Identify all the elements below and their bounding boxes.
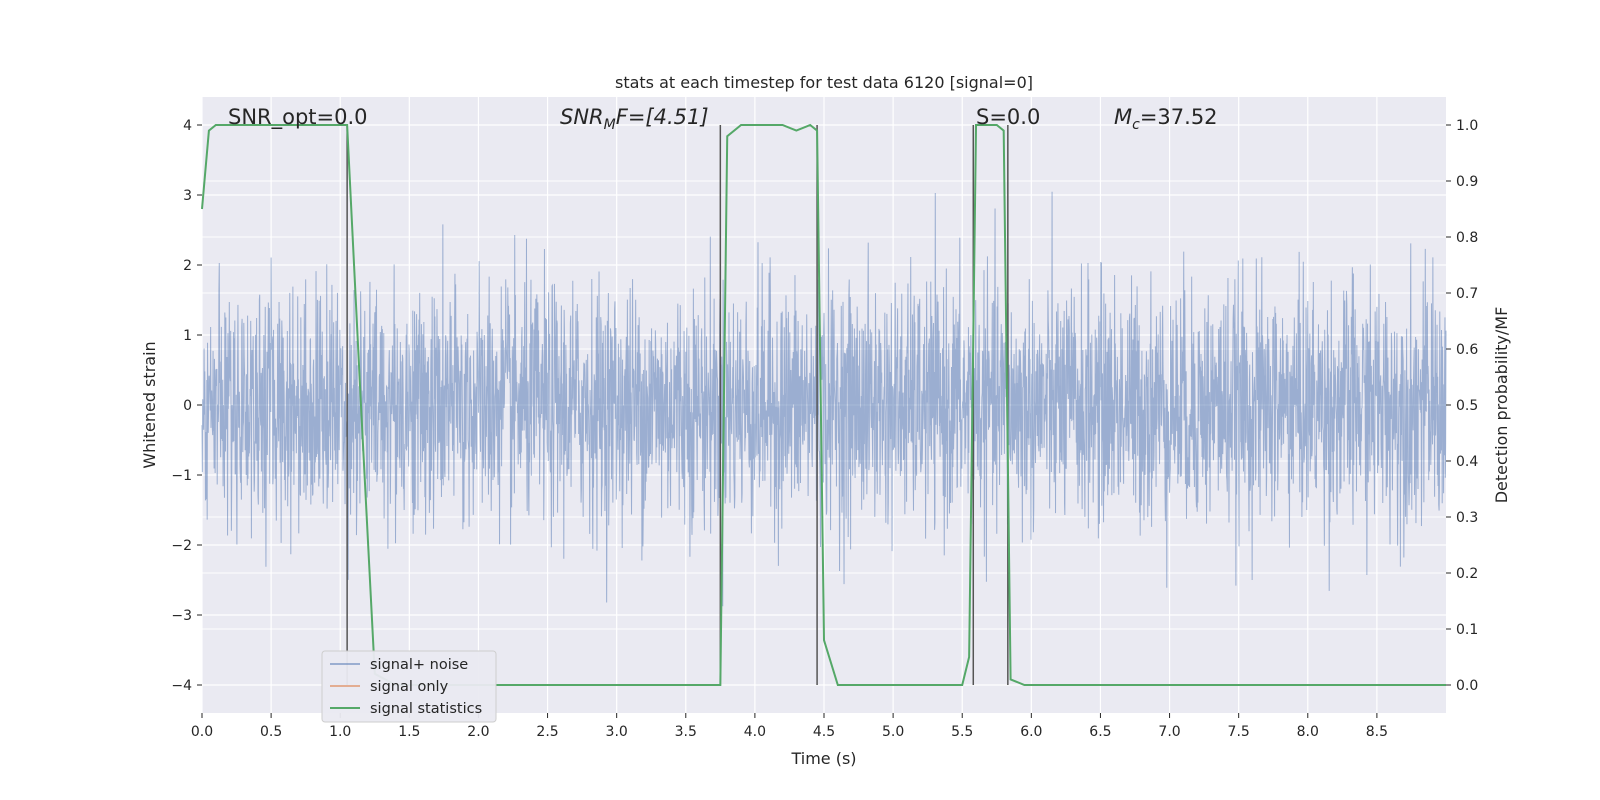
y-right-tick-label-4: 0.4 — [1456, 454, 1478, 470]
y-left-tick-label-8: 4 — [183, 118, 192, 134]
y-axis-label-right: Detection probability/MF — [1492, 307, 1511, 504]
y-axis-label-left: Whitened strain — [140, 341, 159, 468]
x-tick-label-12: 6.0 — [1020, 724, 1042, 740]
y-right-tick-label-3: 0.3 — [1456, 510, 1478, 526]
y-left-tick-label-5: 1 — [183, 328, 192, 344]
x-tick-label-15: 7.5 — [1228, 724, 1250, 740]
signal-statistics-line — [201, 123, 1446, 686]
annotation-s: S=0.0 — [976, 105, 1040, 129]
x-tick-label-1: 0.5 — [260, 724, 282, 740]
y-right-tick-label-1: 0.1 — [1456, 622, 1478, 638]
legend-label-signal-only: signal only — [370, 679, 449, 695]
legend: signal+ noise signal only signal statist… — [321, 650, 497, 723]
x-tick-label-7: 3.5 — [675, 724, 697, 740]
x-tick-label-2: 1.0 — [329, 724, 351, 740]
y-right-tick-label-7: 0.7 — [1456, 286, 1478, 302]
y-left-tick-label-6: 2 — [183, 258, 192, 274]
x-tick-label-9: 4.5 — [813, 724, 835, 740]
x-tick-label-4: 2.0 — [467, 724, 489, 740]
legend-label-signal-statistics: signal statistics — [370, 701, 482, 717]
annotation-snr-opt: SNR_opt=0.0 — [228, 105, 368, 130]
x-tick-label-16: 8.0 — [1297, 724, 1319, 740]
y-right-tick-label-10: 1.0 — [1456, 118, 1478, 134]
x-tick-label-3: 1.5 — [398, 724, 420, 740]
x-tick-label-5: 2.5 — [536, 724, 558, 740]
y-right-tick-label-0: 0.0 — [1456, 678, 1478, 694]
x-tick-label-10: 5.0 — [882, 724, 904, 740]
ticks: 0.0 0.5 1.0 1.5 2.0 2.5 3.0 3.5 4.0 4.5 5.0 5.5 6.0 6… — [171, 118, 1478, 740]
y-left-tick-label-2: −2 — [171, 538, 192, 554]
y-left-tick-label-7: 3 — [183, 188, 192, 204]
annotation-snr-mf: SNRMF=[4.51] — [560, 105, 709, 133]
y-left-tick-label-4: 0 — [183, 398, 192, 414]
y-right-tick-label-8: 0.8 — [1456, 230, 1478, 246]
x-tick-label-6: 3.0 — [606, 724, 628, 740]
y-left-tick-label-0: −4 — [171, 678, 192, 694]
legend-label-signal-noise: signal+ noise — [370, 657, 468, 673]
annotation-mc: Mc=37.52 — [1114, 105, 1218, 133]
y-right-tick-label-9: 0.9 — [1456, 174, 1478, 190]
y-right-tick-label-6: 0.6 — [1456, 342, 1478, 358]
series-signal-noise — [201, 191, 1447, 607]
y-right-tick-label-2: 0.2 — [1456, 566, 1478, 582]
y-left-tick-label-3: −1 — [171, 468, 192, 484]
noise-trace — [201, 191, 1447, 607]
x-tick-label-8: 4.0 — [744, 724, 766, 740]
legend-box — [321, 650, 497, 723]
series-signal-statistics — [201, 123, 1446, 686]
x-tick-label-0: 0.0 — [191, 724, 213, 740]
x-tick-label-14: 7.0 — [1158, 724, 1180, 740]
x-tick-label-17: 8.5 — [1366, 724, 1388, 740]
x-tick-label-13: 6.5 — [1089, 724, 1111, 740]
x-tick-label-11: 5.5 — [951, 724, 973, 740]
y-left-tick-label-1: −3 — [171, 608, 192, 624]
y-right-tick-label-5: 0.5 — [1456, 398, 1478, 414]
x-axis-label: Time (s) — [790, 749, 856, 768]
chart-title: stats at each timestep for test data 612… — [615, 73, 1033, 92]
